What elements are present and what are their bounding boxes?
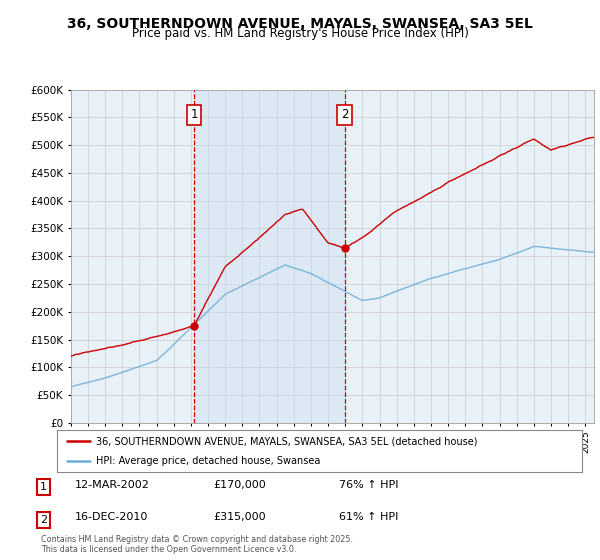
Text: £170,000: £170,000	[213, 480, 266, 490]
Text: 36, SOUTHERNDOWN AVENUE, MAYALS, SWANSEA, SA3 5EL (detached house): 36, SOUTHERNDOWN AVENUE, MAYALS, SWANSEA…	[97, 436, 478, 446]
Text: 1: 1	[40, 482, 47, 492]
Text: 36, SOUTHERNDOWN AVENUE, MAYALS, SWANSEA, SA3 5EL: 36, SOUTHERNDOWN AVENUE, MAYALS, SWANSEA…	[67, 17, 533, 31]
Text: Price paid vs. HM Land Registry's House Price Index (HPI): Price paid vs. HM Land Registry's House …	[131, 27, 469, 40]
Text: 12-MAR-2002: 12-MAR-2002	[75, 480, 150, 490]
Text: 61% ↑ HPI: 61% ↑ HPI	[339, 512, 398, 522]
Bar	[194, 90, 344, 423]
Text: HPI: Average price, detached house, Swansea: HPI: Average price, detached house, Swan…	[97, 456, 321, 466]
Text: £315,000: £315,000	[213, 512, 266, 522]
Text: 76% ↑ HPI: 76% ↑ HPI	[339, 480, 398, 490]
Text: Contains HM Land Registry data © Crown copyright and database right 2025.
This d: Contains HM Land Registry data © Crown c…	[41, 535, 353, 554]
Text: 2: 2	[341, 108, 349, 121]
Text: 2: 2	[40, 515, 47, 525]
Text: 1: 1	[190, 108, 198, 121]
Text: 16-DEC-2010: 16-DEC-2010	[75, 512, 148, 522]
